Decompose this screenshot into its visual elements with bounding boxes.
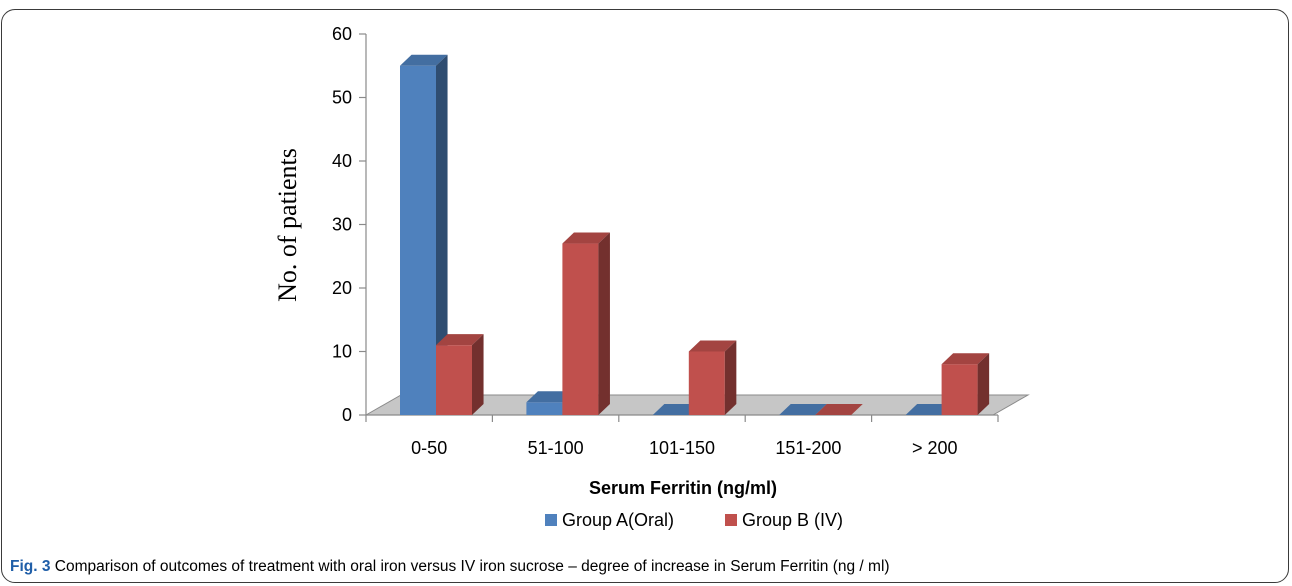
x-tick-labels: 0-50 51-100 101-150 151-200 > 200 [411,438,957,458]
y-tick-label: 20 [332,278,352,298]
bar-top [815,404,863,415]
figure-frame [1,9,1289,583]
bar-group-b [562,232,610,415]
bar-top [688,340,737,352]
y-axis-label: No. of patients [273,148,302,302]
bar-side [472,334,484,415]
figure-label: Fig. 3 [10,558,51,575]
figure-caption-text: Comparison of outcomes of treatment with… [54,558,890,575]
x-axis-label: Serum Ferritin (ng/ml) [589,478,777,498]
bar-top [905,404,954,415]
bar-top [436,334,484,346]
y-tick-label: 50 [332,88,352,108]
x-tick-label: 101-150 [649,438,715,458]
legend-label: Group B (IV) [742,510,843,530]
y-tick-label: 40 [332,151,352,171]
bar-top [526,391,574,403]
y-tick-labels: 0 10 20 30 40 50 60 [332,24,352,425]
bar-front [400,65,436,415]
bar-group-b [688,340,737,415]
bar-top [652,404,701,415]
y-tick-label: 10 [332,342,352,362]
bar-group-a [779,404,827,415]
bar-top [941,353,990,365]
bar-top [779,404,827,415]
bar-group-b [436,334,484,415]
x-tick-label: 0-50 [411,438,447,458]
figure-caption: Fig. 3 Comparison of outcomes of treatme… [10,558,890,576]
bar-front [688,351,725,415]
bar-front [436,345,472,415]
bars [400,54,990,415]
bar-group-b [815,404,863,415]
legend-item: Group A(Oral) [545,510,674,530]
x-tick-label: > 200 [912,438,958,458]
y-tick-label: 30 [332,215,352,235]
x-tick-label: 151-200 [775,438,841,458]
x-tick-label: 51-100 [528,438,584,458]
legend-swatch [725,514,737,526]
legend-label: Group A(Oral) [562,510,674,530]
bar-side [724,340,737,415]
bar-side [977,353,990,415]
bar-top [400,54,448,66]
bar-front [941,364,978,415]
legend-item: Group B (IV) [725,510,843,530]
bar-front [562,243,599,415]
bar-group-a [652,404,701,415]
bar-group-b [941,353,990,415]
legend-swatch [545,514,557,526]
bar-group-a [400,54,448,415]
y-tick-label: 60 [332,24,352,44]
bar-top [562,232,610,244]
bar-side [598,232,610,415]
bar-group-a [905,404,954,415]
legend: Group A(Oral) Group B (IV) [545,510,843,530]
bar-front [526,402,563,415]
bar-side [436,54,448,415]
y-tick-label: 0 [342,405,352,425]
